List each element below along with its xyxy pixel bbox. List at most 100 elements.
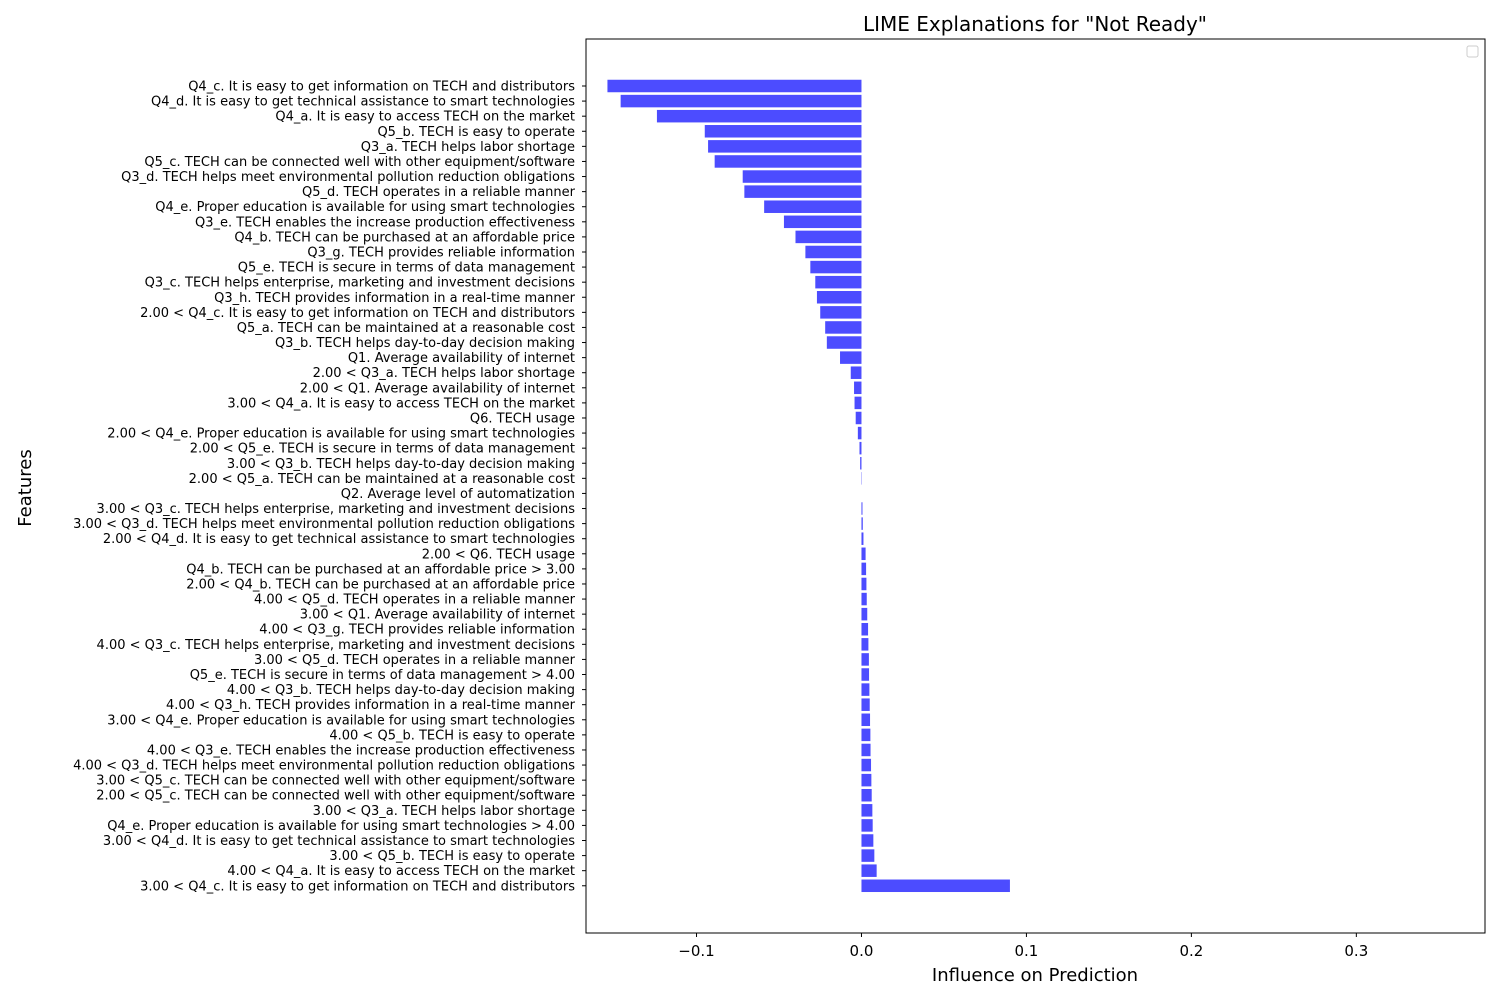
bar (861, 804, 873, 817)
x-tick-label: 0.1 (1014, 942, 1038, 960)
bar (861, 773, 872, 787)
bar (861, 622, 869, 636)
bar (656, 109, 862, 123)
bar (816, 291, 862, 304)
y-tick-label: 4.00 < Q3_c. TECH helps enterprise, mark… (97, 638, 576, 653)
y-tick-label: Q6. TECH usage (470, 411, 575, 426)
y-tick-label: 3.00 < Q3_a. TECH helps labor shortage (313, 804, 575, 819)
bar (795, 230, 862, 244)
y-tick-label: 3.00 < Q5_d. TECH operates in a reliable… (254, 653, 576, 668)
y-tick-label: 4.00 < Q3_e. TECH enables the increase p… (147, 743, 575, 758)
y-tick-label: 3.00 < Q4_d. It is easy to get technical… (103, 834, 575, 849)
legend-box (1466, 45, 1479, 58)
bar (861, 864, 877, 877)
bar (861, 592, 867, 606)
bar (861, 502, 863, 515)
y-tick-label: 3.00 < Q4_e. Proper education is availab… (107, 713, 575, 728)
plot-area-frame (585, 38, 1486, 934)
bar (861, 728, 871, 742)
bar (854, 396, 862, 410)
y-tick-label: 4.00 < Q5_b. TECH is easy to operate (329, 728, 575, 743)
y-tick-label: 2.00 < Q3_a. TECH helps labor shortage (313, 366, 575, 381)
chart-title: LIME Explanations for "Not Ready" (863, 12, 1207, 36)
y-tick-label: Q4_d. It is easy to get technical assist… (151, 95, 575, 110)
bar (861, 788, 872, 802)
bar (861, 562, 867, 576)
bar (742, 170, 862, 183)
bars-layer (607, 79, 1010, 893)
x-axis-ticks: −0.1 0.0 0.1 0.2 0.3 (678, 933, 1368, 960)
bar (861, 879, 1010, 893)
x-axis-label: Influence on Prediction (932, 965, 1138, 986)
y-tick-label: 2.00 < Q1. Average availability of inter… (300, 381, 575, 396)
bar (861, 577, 867, 591)
bar (854, 381, 862, 395)
y-tick-label: 2.00 < Q4_d. It is easy to get technical… (103, 532, 575, 547)
y-tick-label: Q3_h. TECH provides information in a rea… (214, 291, 576, 306)
y-axis-label: Features (15, 449, 36, 526)
x-tick-label: 0.3 (1344, 942, 1368, 960)
bar (861, 547, 866, 561)
y-tick-label: Q3_b. TECH helps day-to-day decision mak… (275, 336, 575, 351)
bar (861, 668, 870, 681)
y-tick-label: 2.00 < Q4_c. It is easy to get informati… (140, 306, 575, 321)
bar (861, 834, 874, 847)
bar (860, 457, 862, 470)
bar (861, 683, 870, 696)
bar (607, 79, 862, 93)
y-tick-label: Q4_e. Proper education is available for … (107, 819, 575, 834)
y-tick-label: 2.00 < Q5_c. TECH can be connected well … (96, 789, 575, 804)
bar (855, 411, 862, 425)
bar (861, 607, 868, 621)
y-tick-label: Q4_b. TECH can be purchased at an afford… (234, 230, 575, 245)
y-tick-label: 3.00 < Q5_c. TECH can be connected well … (96, 774, 575, 789)
y-tick-label: 4.00 < Q3_b. TECH helps day-to-day decis… (227, 683, 575, 698)
bar (850, 366, 862, 379)
y-tick-label: Q5_c. TECH can be connected well with ot… (144, 155, 575, 170)
bar (861, 653, 869, 666)
bar (861, 849, 875, 862)
bar (704, 125, 862, 138)
y-tick-label: 4.00 < Q3_h. TECH provides information i… (166, 698, 576, 713)
bar (764, 200, 862, 213)
y-tick-label: 3.00 < Q3_b. TECH helps day-to-day decis… (227, 457, 575, 472)
y-tick-label: Q5_e. TECH is secure in terms of data ma… (190, 668, 575, 683)
bar (861, 532, 864, 545)
bar (825, 321, 862, 334)
y-tick-label: 4.00 < Q4_a. It is easy to access TECH o… (227, 864, 575, 879)
y-tick-label: Q5_b. TECH is easy to operate (377, 125, 575, 140)
bar (805, 245, 862, 259)
y-tick-label: 3.00 < Q3_c. TECH helps enterprise, mark… (97, 502, 576, 517)
bar (826, 336, 862, 349)
bar (783, 215, 862, 229)
y-tick-label: 4.00 < Q3_d. TECH helps meet environment… (73, 759, 575, 774)
bar (840, 351, 862, 364)
y-tick-label: 3.00 < Q4_a. It is easy to access TECH o… (227, 396, 575, 411)
y-tick-label: Q5_a. TECH can be maintained at a reason… (237, 321, 575, 336)
y-tick-label: 2.00 < Q4_b. TECH can be purchased at an… (186, 577, 575, 592)
y-tick-label: Q5_d. TECH operates in a reliable manner (302, 185, 576, 200)
y-tick-label: 3.00 < Q4_c. It is easy to get informati… (140, 879, 575, 894)
category-labels: Q4_c. It is easy to get information on T… (73, 80, 586, 894)
y-tick-label: Q4_a. It is easy to access TECH on the m… (275, 110, 575, 125)
y-tick-label: Q2. Average level of automatization (341, 487, 575, 502)
y-tick-label: 4.00 < Q3_g. TECH provides reliable info… (259, 623, 575, 638)
y-tick-label: 3.00 < Q1. Average availability of inter… (300, 608, 575, 623)
y-tick-label: Q4_e. Proper education is available for … (155, 200, 575, 215)
y-tick-label: Q4_b. TECH can be purchased at an afford… (186, 562, 575, 577)
y-tick-label: Q3_a. TECH helps labor shortage (361, 140, 575, 155)
y-tick-label: Q3_d. TECH helps meet environmental poll… (121, 170, 575, 185)
bar (815, 275, 862, 289)
bar (861, 758, 872, 772)
y-tick-label: 2.00 < Q6. TECH usage (422, 547, 575, 562)
y-tick-label: Q4_c. It is easy to get information on T… (188, 80, 575, 95)
bar (861, 638, 869, 651)
bar (857, 426, 862, 440)
x-tick-label: 0.0 (850, 942, 874, 960)
y-tick-label: Q5_e. TECH is secure in terms of data ma… (238, 261, 575, 276)
bar (810, 260, 862, 274)
y-tick-label: Q3_g. TECH provides reliable information (307, 245, 575, 260)
bar (744, 185, 862, 198)
